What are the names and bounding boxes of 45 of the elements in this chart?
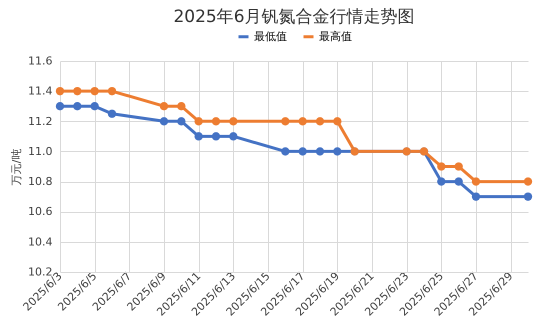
point — [194, 132, 203, 141]
chart-title: 2025年6月钒氮合金行情走势图 — [173, 7, 415, 27]
point — [212, 117, 220, 126]
point — [160, 117, 168, 126]
point — [524, 177, 532, 186]
point — [229, 117, 238, 126]
point — [90, 86, 99, 96]
y-tick-label: 10.6 — [28, 205, 52, 218]
point — [90, 102, 99, 110]
point — [281, 117, 290, 126]
y-tick-label: 11.6 — [28, 54, 52, 68]
point — [73, 102, 82, 110]
point — [437, 162, 446, 171]
point — [160, 102, 168, 110]
point — [281, 147, 290, 156]
point — [212, 132, 220, 141]
point — [177, 102, 186, 110]
point — [108, 86, 116, 96]
point — [56, 102, 64, 110]
legend-label: 最低值 — [254, 30, 287, 43]
point — [194, 117, 203, 126]
point — [108, 110, 116, 118]
point — [298, 147, 307, 156]
point — [472, 192, 480, 201]
y-tick-label: 10.8 — [28, 175, 52, 188]
y-axis-title: 万元/吨 — [10, 148, 24, 186]
point — [333, 147, 342, 156]
point — [524, 192, 532, 201]
y-tick-label: 11.2 — [28, 114, 52, 128]
point — [56, 86, 64, 96]
point — [316, 147, 324, 156]
point — [298, 117, 307, 126]
y-tick-label: 11.4 — [28, 84, 52, 98]
point — [316, 117, 324, 126]
point — [333, 117, 342, 126]
point — [177, 117, 186, 126]
point — [73, 86, 82, 96]
y-tick-label: 11.0 — [28, 144, 52, 158]
point — [472, 177, 480, 186]
y-tick-label: 10.4 — [28, 235, 52, 248]
point — [454, 162, 463, 171]
point — [229, 132, 238, 141]
point — [437, 177, 446, 186]
point — [454, 177, 463, 186]
legend-label: 最高值 — [319, 30, 352, 43]
